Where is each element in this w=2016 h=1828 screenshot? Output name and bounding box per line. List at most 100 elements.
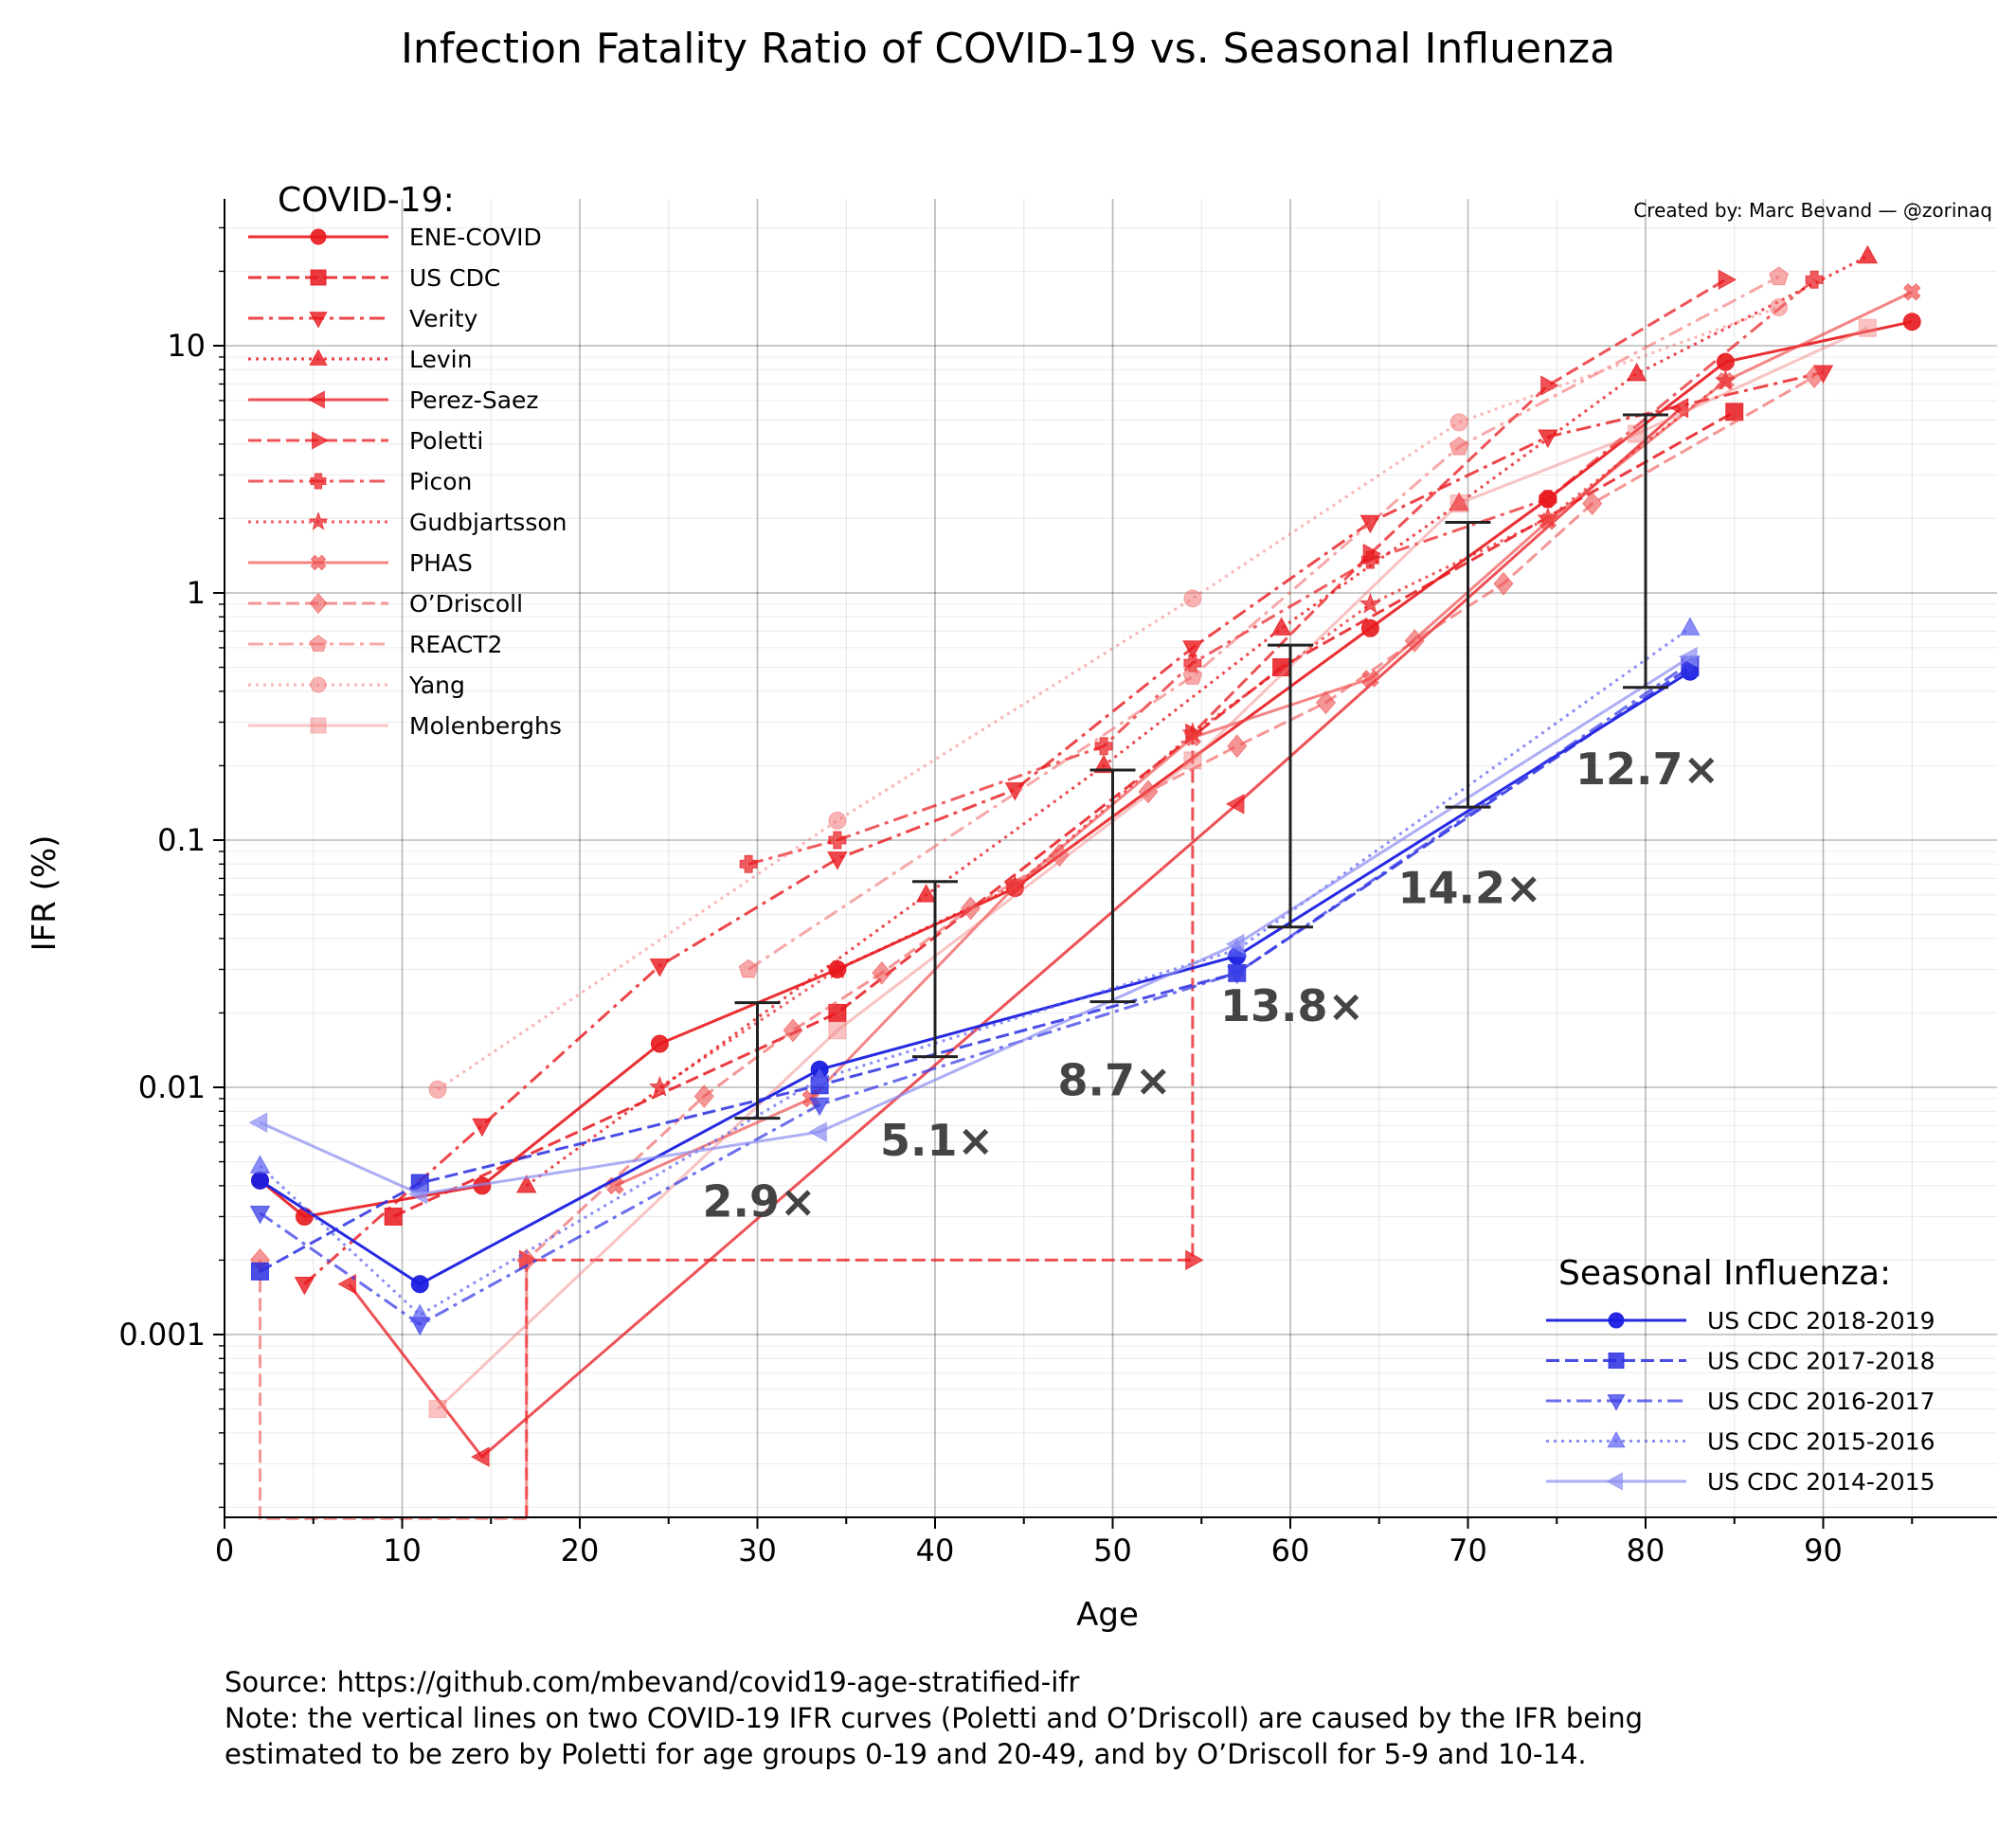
data-point: [809, 1067, 830, 1086]
legend-label: US CDC 2015-2016: [1707, 1428, 1935, 1456]
series-line: [259, 375, 1815, 1520]
data-point: [1183, 751, 1202, 770]
series-line: [259, 670, 1691, 1286]
data-point: [1493, 571, 1514, 596]
legend-item: US CDC 2018-2019: [1546, 1307, 1935, 1335]
data-point: [1680, 617, 1701, 636]
legend-swatch-marker: [1607, 1394, 1626, 1411]
axes: 0 10 20 30 40 50 60 70 80 90 0.001 0.01 0.1 1 10: [118, 199, 1997, 1568]
data-point: [738, 959, 759, 978]
data-point: [1770, 297, 1789, 316]
data-point: [1360, 550, 1379, 569]
data-point: [1138, 780, 1159, 804]
data-point: [1185, 1249, 1204, 1271]
data-point: [1270, 617, 1292, 636]
data-point: [739, 854, 758, 873]
legend-item: US CDC 2014-2015: [1546, 1468, 1935, 1496]
data-point: [1449, 492, 1469, 511]
legend-swatch-marker: [1608, 1353, 1625, 1369]
x-tick-label: 50: [1093, 1532, 1132, 1568]
ratio-bar: 13.8×: [1220, 643, 1364, 1031]
series-us-cdc-2014-2015: [248, 647, 1698, 1205]
footer-note-line2: estimated to be zero by Poletti for age …: [225, 1738, 1587, 1770]
data-point: [693, 1084, 714, 1108]
legend-item: Yang: [248, 672, 465, 699]
x-tick-label: 10: [383, 1532, 422, 1568]
data-point: [1902, 313, 1921, 332]
data-point: [872, 960, 892, 985]
data-point: [1717, 371, 1735, 390]
legend-label: US CDC: [409, 264, 500, 292]
data-point: [1804, 365, 1825, 389]
legend-covid-title: COVID-19:: [278, 181, 455, 220]
series-line: [614, 290, 1913, 1188]
data-point: [251, 1171, 269, 1190]
legend-label: Levin: [409, 346, 472, 373]
data-point: [1769, 266, 1790, 286]
series-line: [303, 370, 1824, 1285]
data-point: [408, 1183, 427, 1205]
legend-label: REACT2: [409, 631, 502, 658]
data-point: [1858, 318, 1877, 337]
legend-swatch-marker: [310, 554, 327, 571]
x-tick-label: 70: [1449, 1532, 1487, 1568]
data-point: [428, 1400, 447, 1419]
data-point: [1049, 843, 1070, 868]
series-us-cdc-2015-2016: [249, 617, 1701, 1323]
legend-covid: COVID-19: ENE-COVID US CDC Verity Levin Pere…: [248, 181, 567, 740]
data-point: [1725, 403, 1744, 421]
series-molenberghs: [428, 318, 1877, 1419]
data-point: [1449, 494, 1468, 513]
series-picon: [739, 270, 1824, 873]
legend-label: Poletti: [409, 427, 483, 455]
x-tick-label: 20: [561, 1532, 600, 1568]
series-us-cdc-2016-2017: [249, 655, 1701, 1336]
ratio-bars-layer: 2.9× 5.1× 8.7× 13.8× 14.2× 12.7×: [702, 413, 1719, 1227]
data-point: [1718, 269, 1737, 291]
data-point: [1449, 436, 1469, 456]
data-point: [1679, 647, 1698, 668]
credit-text: Created by: Marc Bevand — @zorinaq: [1633, 199, 1992, 222]
ratio-bar: 8.7×: [1057, 768, 1172, 1105]
legend-swatch-marker: [309, 349, 328, 366]
data-point: [650, 1034, 669, 1053]
data-point: [1094, 737, 1113, 756]
legend-item: US CDC 2016-2017: [1546, 1388, 1935, 1415]
legend-swatch-marker: [309, 312, 328, 329]
x-tick-label: 40: [916, 1532, 955, 1568]
series-us-cdc-2018-2019: [251, 662, 1700, 1294]
data-point: [1315, 690, 1337, 715]
legend-item: Poletti: [248, 427, 483, 455]
data-point: [648, 1075, 672, 1097]
ratio-bar: 14.2×: [1397, 520, 1542, 913]
legend-item: REACT2: [248, 631, 502, 658]
series-yang: [428, 297, 1789, 1099]
ratio-bar: 2.9×: [702, 1001, 817, 1227]
data-point: [1805, 270, 1824, 289]
data-point: [1006, 877, 1024, 896]
data-point: [248, 1112, 268, 1133]
ratio-label: 14.2×: [1397, 862, 1541, 913]
data-point: [1582, 492, 1603, 516]
series-levin: [516, 244, 1879, 1193]
x-tick-label: 90: [1804, 1532, 1843, 1568]
data-point: [826, 958, 849, 979]
data-point: [294, 1277, 315, 1296]
legend-item: US CDC 2015-2016: [1546, 1428, 1935, 1456]
data-point: [808, 1121, 827, 1142]
data-point: [1360, 618, 1379, 637]
data-point: [1183, 589, 1202, 608]
ratio-label: 5.1×: [880, 1115, 994, 1166]
data-point: [828, 811, 847, 830]
ratio-label: 8.7×: [1057, 1054, 1171, 1105]
chart-title: Infection Fatality Ratio of COVID-19 vs.…: [401, 25, 1615, 73]
x-tick-label: 0: [215, 1532, 234, 1568]
data-point: [828, 1003, 847, 1022]
data-point: [827, 851, 848, 870]
legend-item: Gudbjartsson: [248, 509, 567, 536]
data-point: [1404, 629, 1425, 654]
ratio-label: 12.7×: [1575, 744, 1719, 795]
legend-item: Levin: [248, 346, 472, 373]
legend-label: Gudbjartsson: [409, 509, 567, 536]
